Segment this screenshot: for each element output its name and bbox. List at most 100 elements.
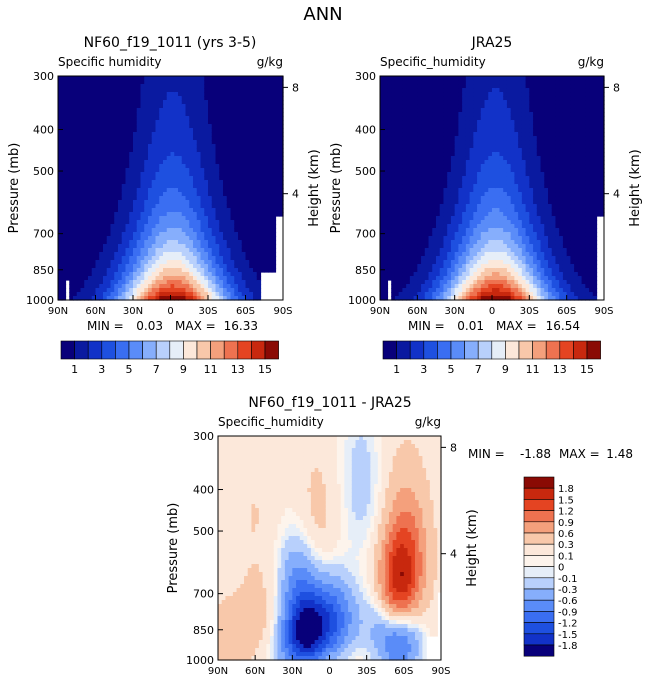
contour-cell	[458, 232, 463, 237]
contour-cell	[234, 244, 239, 249]
contour-cell	[69, 188, 74, 193]
contour-cell	[125, 204, 130, 209]
contour-cell	[432, 140, 437, 145]
contour-cell	[106, 128, 112, 133]
contour-cell	[118, 180, 123, 185]
contour-cell	[406, 172, 411, 177]
contour-cell	[439, 92, 445, 97]
contour-cell	[118, 132, 123, 137]
contour-cell	[380, 144, 385, 149]
colorbar-label: 11	[204, 363, 218, 376]
contour-cell	[398, 204, 403, 209]
contour-cell	[477, 100, 482, 105]
contour-cell	[380, 236, 385, 241]
contour-cell	[439, 232, 445, 237]
contour-cell	[163, 280, 168, 285]
contour-cell	[413, 224, 418, 229]
contour-cell	[208, 272, 213, 277]
contour-cell	[241, 92, 247, 97]
contour-cell	[268, 224, 273, 229]
contour-cell	[238, 264, 243, 269]
contour-cell	[189, 156, 194, 161]
contour-cell	[469, 284, 474, 289]
contour-cell	[110, 288, 115, 293]
contour-cell	[260, 160, 265, 165]
contour-cell	[148, 160, 153, 165]
contour-cell	[125, 116, 130, 121]
contour-cell	[114, 160, 119, 165]
contour-cell	[163, 264, 168, 269]
contour-cell	[443, 264, 448, 269]
contour-cell	[95, 260, 100, 265]
contour-cell	[136, 236, 142, 241]
contour-cell	[406, 196, 411, 201]
contour-cell	[73, 96, 78, 101]
contour-cell	[170, 296, 175, 301]
contour-cell	[260, 152, 265, 157]
contour-cell	[417, 148, 422, 153]
colorbar-swatch	[128, 340, 143, 360]
contour-cell	[241, 292, 247, 297]
contour-cell	[256, 252, 262, 257]
contour-cell	[185, 192, 190, 197]
contour-cell	[241, 264, 247, 269]
contour-cell	[223, 160, 228, 165]
contour-cell	[178, 260, 183, 265]
contour-cell	[200, 80, 205, 85]
contour-cell	[140, 160, 145, 165]
contour-cell	[144, 252, 149, 257]
contour-cell	[84, 112, 89, 117]
contour-cell	[196, 104, 202, 109]
contour-cell	[196, 256, 202, 261]
contour-cell	[443, 92, 448, 97]
contour-cell	[155, 136, 160, 141]
contour-cell	[394, 208, 400, 213]
contour-cell	[65, 272, 70, 277]
contour-cell	[129, 96, 134, 101]
contour-cell	[151, 116, 157, 121]
contour-cell	[155, 152, 160, 157]
contour-cell	[129, 260, 134, 265]
contour-cell	[155, 192, 160, 197]
contour-cell	[469, 152, 474, 157]
contour-cell	[268, 196, 273, 201]
contour-cell	[148, 132, 153, 137]
colorbar-swatch	[223, 340, 239, 360]
contour-cell	[178, 256, 183, 261]
contour-cell	[65, 136, 70, 141]
contour-cell	[200, 264, 205, 269]
contour-cell	[88, 80, 93, 85]
contour-cell	[256, 108, 262, 113]
contour-cell	[219, 284, 224, 289]
contour-cell	[380, 288, 385, 293]
contour-cell	[166, 256, 172, 261]
contour-cell	[241, 156, 247, 161]
contour-cell	[477, 236, 482, 241]
contour-cell	[76, 208, 82, 213]
contour-cell	[148, 140, 153, 145]
contour-cell	[181, 276, 187, 281]
contour-cell	[260, 120, 265, 125]
contour-cell	[61, 276, 67, 281]
contour-cell	[155, 196, 160, 201]
contour-cell	[178, 292, 183, 297]
contour-cell	[450, 192, 456, 197]
contour-cell	[196, 168, 202, 173]
contour-cell	[65, 132, 70, 137]
contour-cell	[133, 248, 138, 253]
contour-cell	[256, 100, 262, 105]
contour-cell	[110, 156, 115, 161]
contour-cell	[208, 248, 213, 253]
contour-cell	[462, 284, 467, 289]
contour-cell	[241, 244, 247, 249]
contour-cell	[99, 172, 104, 177]
contour-cell	[473, 280, 478, 285]
contour-cell	[450, 220, 456, 225]
contour-cell	[166, 192, 172, 197]
contour-cell	[166, 84, 172, 89]
contour-cell	[129, 232, 134, 237]
contour-cell	[421, 188, 426, 193]
contour-cell	[178, 100, 183, 105]
contour-cell	[398, 236, 403, 241]
contour-cell	[211, 100, 217, 105]
